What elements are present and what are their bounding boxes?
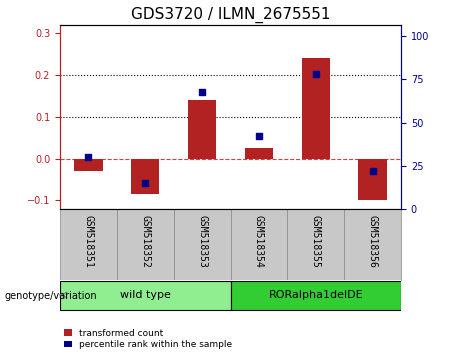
Title: GDS3720 / ILMN_2675551: GDS3720 / ILMN_2675551: [131, 7, 330, 23]
Bar: [287, 209, 344, 280]
Bar: [188, 100, 216, 159]
Bar: [74, 159, 102, 171]
Bar: [174, 209, 230, 280]
Bar: [245, 148, 273, 159]
Text: RORalpha1delDE: RORalpha1delDE: [268, 290, 363, 300]
Bar: [358, 159, 387, 200]
Legend: transformed count, percentile rank within the sample: transformed count, percentile rank withi…: [65, 329, 232, 349]
Text: GSM518351: GSM518351: [83, 215, 94, 267]
Bar: [230, 209, 287, 280]
Point: [255, 133, 263, 139]
Bar: [117, 209, 174, 280]
Text: wild type: wild type: [120, 290, 171, 300]
Point: [369, 168, 376, 174]
Bar: [344, 209, 401, 280]
Point: [198, 89, 206, 95]
Bar: [60, 209, 117, 280]
Point: [142, 180, 149, 186]
Bar: [230, 281, 401, 310]
Text: GSM518356: GSM518356: [367, 215, 378, 267]
Point: [312, 72, 319, 77]
Text: GSM518355: GSM518355: [311, 215, 321, 267]
Point: [85, 154, 92, 160]
Text: genotype/variation: genotype/variation: [5, 291, 97, 301]
Text: GSM518353: GSM518353: [197, 215, 207, 267]
Text: GSM518354: GSM518354: [254, 215, 264, 267]
Text: GSM518352: GSM518352: [140, 215, 150, 267]
Bar: [60, 281, 230, 310]
Bar: [131, 159, 160, 194]
Bar: [301, 58, 330, 159]
